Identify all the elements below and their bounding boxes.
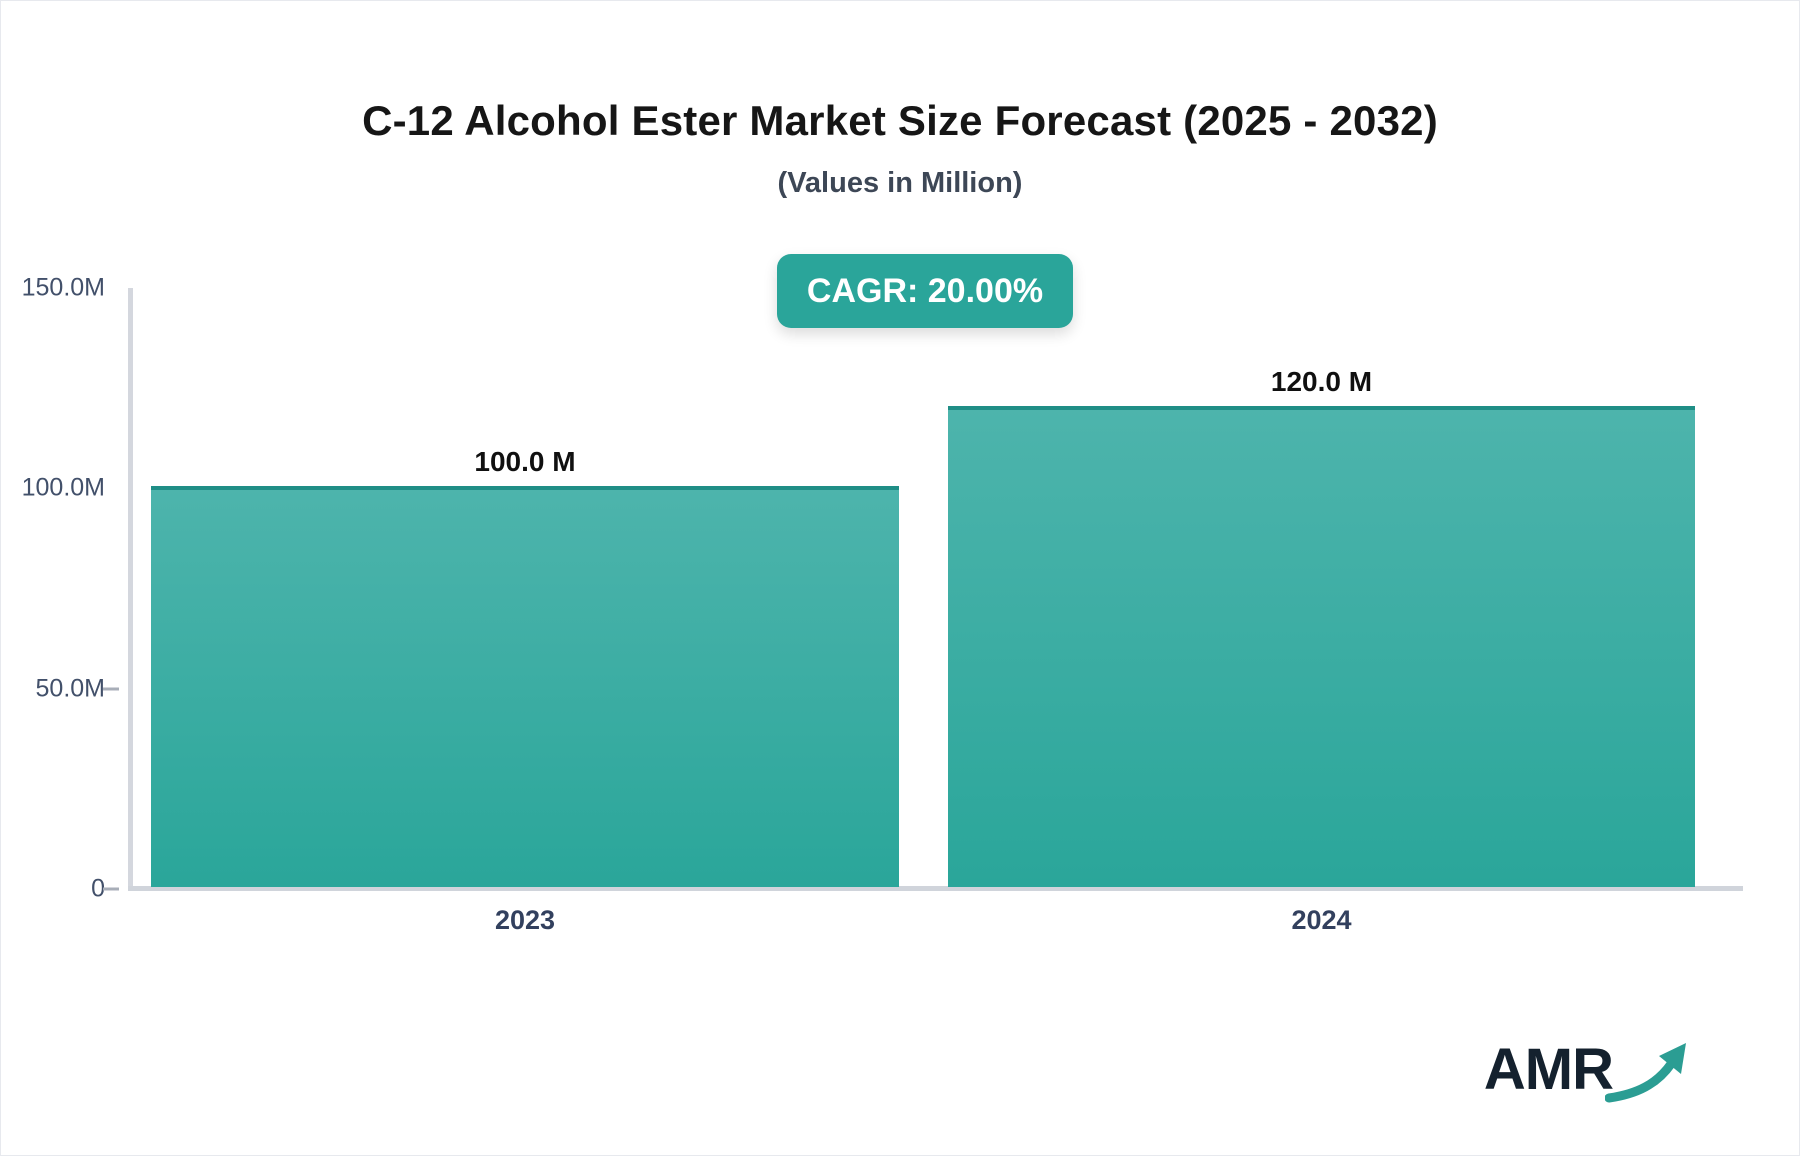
y-tick-label: 100.0M	[21, 473, 105, 502]
amr-logo-text: AMR	[1483, 1037, 1614, 1102]
amr-logo: AMR	[1484, 1036, 1697, 1103]
plot-area: 150.0M 100.0M 50.0M 0 100.0 M 2023 120.0…	[22, 274, 1743, 935]
bar-group-2024: 120.0 M 2024	[948, 288, 1695, 935]
y-tick-dash	[103, 687, 119, 691]
bar-value-label: 120.0 M	[1270, 366, 1373, 398]
bar	[151, 486, 899, 887]
y-tick-label: 50.0M	[35, 674, 105, 703]
bar-group-2023: 100.0 M 2023	[151, 288, 899, 935]
bar-value-label: 100.0 M	[474, 446, 576, 478]
y-tick-dash	[103, 887, 119, 891]
y-tick-label: 150.0M	[21, 273, 105, 302]
y-tick-label: 0	[91, 874, 105, 903]
y-axis-line	[128, 288, 133, 891]
cagr-badge: CAGR: 20.00%	[777, 254, 1073, 328]
chart-title: C-12 Alcohol Ester Market Size Forecast …	[362, 97, 1438, 144]
bar	[948, 406, 1695, 887]
x-axis-label: 2024	[1291, 905, 1352, 935]
chart-subtitle: (Values in Million)	[777, 167, 1023, 199]
trend-arrow-icon	[1605, 1042, 1686, 1102]
x-axis-line	[128, 886, 1743, 891]
x-axis-label: 2023	[494, 905, 556, 935]
